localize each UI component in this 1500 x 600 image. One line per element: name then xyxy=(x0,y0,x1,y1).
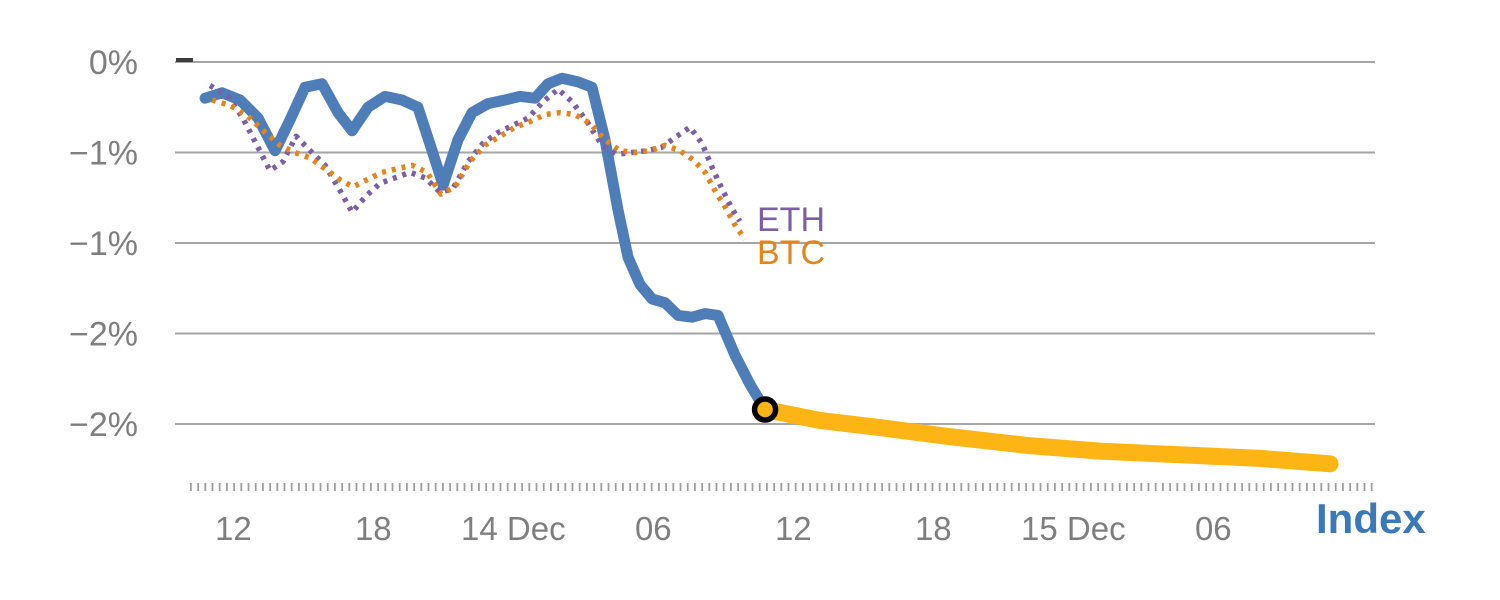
series-label-btc: BTC xyxy=(757,234,825,272)
x-tick-label: 12 xyxy=(775,510,812,547)
x-tick-label: 12 xyxy=(215,510,252,547)
x-tick-label: 06 xyxy=(635,510,672,547)
x-tick-label: 15 Dec xyxy=(1021,510,1126,547)
series-index-line xyxy=(199,72,771,415)
series-label-eth: ETH xyxy=(757,201,825,239)
y-tick-label: 0% xyxy=(89,44,138,82)
y-tick-label: −1% xyxy=(69,135,138,173)
y-tick-label: −2% xyxy=(69,316,138,354)
y-tick-label: −1% xyxy=(69,225,138,263)
y-tick-label: −2% xyxy=(69,406,138,444)
forecast-start-marker xyxy=(751,396,779,423)
x-tick-label: 18 xyxy=(355,510,392,547)
x-tick-label: 18 xyxy=(915,510,952,547)
x-axis-title: Index xyxy=(1316,495,1426,542)
series-index-forecast-line xyxy=(756,401,1339,473)
x-tick-label: 14 Dec xyxy=(461,510,566,547)
x-tick-label: 06 xyxy=(1195,510,1232,547)
